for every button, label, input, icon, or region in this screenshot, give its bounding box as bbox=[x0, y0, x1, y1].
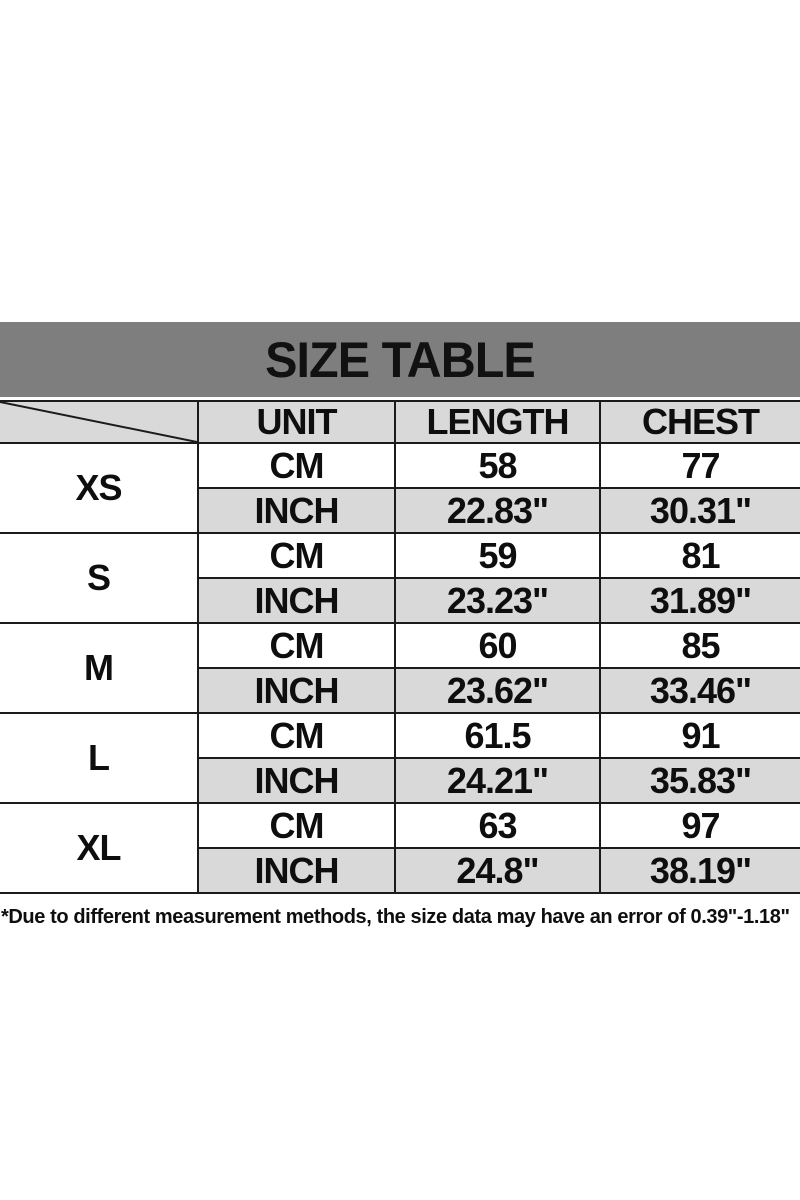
table-row-xs-cm: XS CM 58 77 bbox=[0, 442, 800, 534]
column-header-chest: CHEST bbox=[599, 400, 800, 444]
column-header-unit: UNIT bbox=[197, 400, 396, 444]
cell-xs-cm-length: 58 bbox=[394, 442, 601, 489]
cell-m-inch-length: 23.62" bbox=[394, 667, 601, 714]
table-header-row: UNIT LENGTH CHEST bbox=[0, 400, 800, 444]
cell-s-inch-length: 23.23" bbox=[394, 577, 601, 624]
size-label-l: L bbox=[0, 712, 199, 804]
cell-l-cm-chest: 91 bbox=[599, 712, 800, 759]
cell-xs-inch-chest: 30.31" bbox=[599, 487, 800, 534]
table-row-m-inch: INCH 23.62" 33.46" bbox=[0, 667, 800, 714]
size-label-xl: XL bbox=[0, 802, 199, 894]
unit-cell-l-cm: CM bbox=[197, 712, 396, 759]
size-table-banner: SIZE TABLE bbox=[0, 322, 800, 397]
table-row-xs-inch: INCH 22.83" 30.31" bbox=[0, 487, 800, 534]
cell-xs-inch-length: 22.83" bbox=[394, 487, 601, 534]
cell-xl-inch-length: 24.8" bbox=[394, 847, 601, 894]
table-row-xl-inch: INCH 24.8" 38.19" bbox=[0, 847, 800, 894]
cell-l-inch-chest: 35.83" bbox=[599, 757, 800, 804]
unit-cell-s-cm: CM bbox=[197, 532, 396, 579]
table-row-s-cm: S CM 59 81 bbox=[0, 532, 800, 624]
size-label-s: S bbox=[0, 532, 199, 624]
cell-s-cm-chest: 81 bbox=[599, 532, 800, 579]
table-row-m-cm: M CM 60 85 bbox=[0, 622, 800, 714]
diagonal-line bbox=[0, 402, 197, 442]
unit-cell-xs-cm: CM bbox=[197, 442, 396, 489]
unit-cell-s-inch: INCH bbox=[197, 577, 396, 624]
table-row-s-inch: INCH 23.23" 31.89" bbox=[0, 577, 800, 624]
size-label-xs: XS bbox=[0, 442, 199, 534]
cell-l-cm-length: 61.5 bbox=[394, 712, 601, 759]
unit-cell-m-inch: INCH bbox=[197, 667, 396, 714]
cell-xl-inch-chest: 38.19" bbox=[599, 847, 800, 894]
cell-l-inch-length: 24.21" bbox=[394, 757, 601, 804]
cell-m-cm-chest: 85 bbox=[599, 622, 800, 669]
cell-m-inch-chest: 33.46" bbox=[599, 667, 800, 714]
cell-xs-cm-chest: 77 bbox=[599, 442, 800, 489]
unit-cell-xl-cm: CM bbox=[197, 802, 396, 849]
table-row-l-inch: INCH 24.21" 35.83" bbox=[0, 757, 800, 804]
cell-xl-cm-chest: 97 bbox=[599, 802, 800, 849]
unit-cell-xs-inch: INCH bbox=[197, 487, 396, 534]
table-row-l-cm: L CM 61.5 91 bbox=[0, 712, 800, 804]
page-title: SIZE TABLE bbox=[265, 331, 536, 388]
cell-s-inch-chest: 31.89" bbox=[599, 577, 800, 624]
cell-m-cm-length: 60 bbox=[394, 622, 601, 669]
diagonal-header-cell bbox=[0, 400, 199, 444]
size-label-m: M bbox=[0, 622, 199, 714]
table-row-xl-cm: XL CM 63 97 bbox=[0, 802, 800, 894]
unit-cell-l-inch: INCH bbox=[197, 757, 396, 804]
column-header-length: LENGTH bbox=[394, 400, 601, 444]
unit-cell-xl-inch: INCH bbox=[197, 847, 396, 894]
unit-cell-m-cm: CM bbox=[197, 622, 396, 669]
cell-xl-cm-length: 63 bbox=[394, 802, 601, 849]
cell-s-cm-length: 59 bbox=[394, 532, 601, 579]
size-table: UNIT LENGTH CHEST XS CM 58 77 INCH 22.83… bbox=[0, 400, 800, 894]
measurement-error-footnote: *Due to different measurement methods, t… bbox=[1, 906, 790, 928]
